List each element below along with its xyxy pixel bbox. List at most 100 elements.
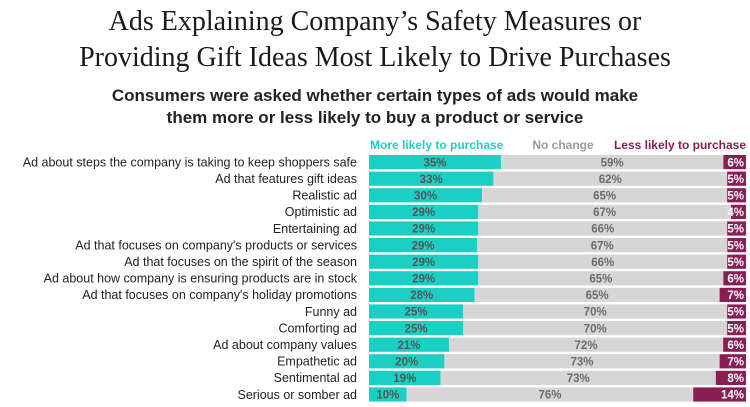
chart-title-line-1: Ads Explaining Company’s Safety Measures… (109, 6, 642, 37)
chart-title-line-2: Providing Gift Ideas Most Likely to Driv… (79, 42, 671, 73)
category-label: Ad that features gift ideas (215, 172, 357, 186)
data-label-more: 25% (405, 323, 428, 335)
bar-less (723, 155, 746, 170)
bar-less (730, 204, 746, 219)
bar-more (369, 204, 479, 219)
category-label: Serious or somber ad (237, 388, 357, 402)
bar-more (369, 188, 483, 203)
bar-more (369, 337, 449, 352)
bar-no-change (493, 171, 728, 186)
bar-no-change (463, 304, 728, 319)
chart-subtitle-line-1: Consumers were asked whether certain typ… (112, 86, 638, 105)
category-label: Sentimental ad (274, 371, 357, 385)
data-label-no-change: 76% (538, 390, 561, 402)
data-label-less: 6% (727, 157, 744, 169)
data-label-no-change: 70% (584, 307, 607, 319)
data-label-no-change: 65% (586, 290, 609, 302)
bar-less (693, 387, 746, 402)
data-label-more: 29% (412, 257, 435, 269)
data-label-less: 5% (727, 323, 744, 335)
bar-less (719, 287, 746, 302)
data-label-more: 29% (412, 207, 435, 219)
bar-less (727, 304, 746, 319)
data-label-less: 5% (727, 307, 744, 319)
data-label-more: 20% (395, 357, 418, 369)
data-label-less: 5% (727, 191, 744, 203)
bar-more (369, 221, 479, 236)
category-label: Comforting ad (278, 321, 357, 335)
legend-no-change: No change (532, 138, 594, 152)
bar-less (727, 221, 746, 236)
data-label-less: 14% (721, 390, 744, 402)
category-label: Ad that focuses on company's holiday pro… (82, 288, 357, 302)
bar-no-change (478, 221, 728, 236)
data-label-less: 5% (727, 257, 744, 269)
data-label-no-change: 70% (584, 323, 607, 335)
data-label-more: 10% (376, 390, 399, 402)
bar-less (727, 171, 746, 186)
bar-less (727, 238, 746, 253)
category-label: Ad about company values (213, 338, 357, 352)
data-label-no-change: 67% (593, 207, 616, 219)
data-label-less: 5% (727, 240, 744, 252)
data-label-less: 5% (727, 174, 744, 186)
legend-more-likely: More likely to purchase (370, 138, 504, 152)
data-label-less: 4% (727, 207, 744, 219)
data-label-more: 19% (393, 373, 416, 385)
bar-more (369, 387, 407, 402)
data-label-more: 30% (414, 191, 437, 203)
legend-less-likely: Less likely to purchase (614, 138, 746, 152)
data-label-less: 7% (727, 290, 744, 302)
data-label-no-change: 59% (601, 157, 624, 169)
data-label-less: 6% (727, 340, 744, 352)
data-label-more: 21% (397, 340, 420, 352)
bar-more (369, 370, 441, 385)
category-label: Empathetic ad (277, 355, 357, 369)
bar-less (723, 337, 746, 352)
bar-no-change (500, 155, 724, 170)
data-label-less: 6% (727, 274, 744, 286)
bar-less (727, 254, 746, 269)
bar-less (719, 354, 746, 369)
data-label-more: 29% (412, 224, 435, 236)
data-label-more: 28% (410, 290, 433, 302)
bar-no-change (444, 354, 720, 369)
bar-less (727, 321, 746, 336)
bar-less (715, 370, 746, 385)
bar-more (369, 304, 464, 319)
bar-less (727, 188, 746, 203)
data-label-no-change: 66% (591, 224, 614, 236)
data-label-more: 29% (412, 240, 435, 252)
data-label-no-change: 72% (575, 340, 598, 352)
data-label-no-change: 67% (591, 240, 614, 252)
bar-more (369, 155, 501, 170)
bar-more (369, 354, 445, 369)
data-label-less: 5% (727, 224, 744, 236)
category-label: Optimistic ad (285, 205, 357, 219)
bar-more (369, 271, 479, 286)
data-label-no-change: 73% (570, 357, 593, 369)
bars-group: Ad about steps the company is taking to … (23, 155, 746, 402)
data-label-no-change: 65% (593, 191, 616, 203)
bar-no-change (477, 238, 728, 253)
data-label-more: 35% (423, 157, 446, 169)
chart-subtitle-line-2: them more or less likely to buy a produc… (167, 108, 584, 127)
bar-more (369, 287, 475, 302)
bar-less (723, 271, 746, 286)
data-label-no-change: 73% (567, 373, 590, 385)
data-label-less: 7% (727, 357, 744, 369)
bar-no-change (478, 271, 724, 286)
category-label: Entertaining ad (273, 222, 357, 236)
category-label: Ad that focuses on the spirit of the sea… (124, 255, 357, 269)
category-label: Realistic ad (292, 189, 357, 203)
data-label-more: 33% (420, 174, 443, 186)
bar-no-change (406, 387, 694, 402)
data-label-more: 29% (412, 274, 435, 286)
data-label-no-change: 62% (599, 174, 622, 186)
bar-no-change (463, 321, 728, 336)
bar-no-change (478, 204, 731, 219)
category-label: Funny ad (305, 305, 357, 319)
bar-more (369, 254, 479, 269)
bar-more (369, 238, 478, 253)
